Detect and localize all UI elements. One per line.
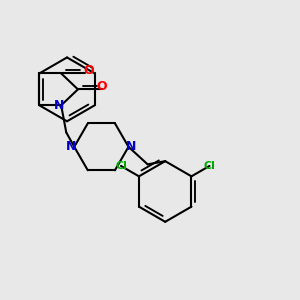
Text: N: N — [126, 140, 136, 153]
Text: Cl: Cl — [203, 161, 215, 171]
Text: N: N — [54, 99, 64, 112]
Text: O: O — [97, 80, 107, 93]
Text: N: N — [66, 140, 76, 153]
Text: O: O — [83, 64, 94, 77]
Text: Cl: Cl — [115, 161, 127, 171]
